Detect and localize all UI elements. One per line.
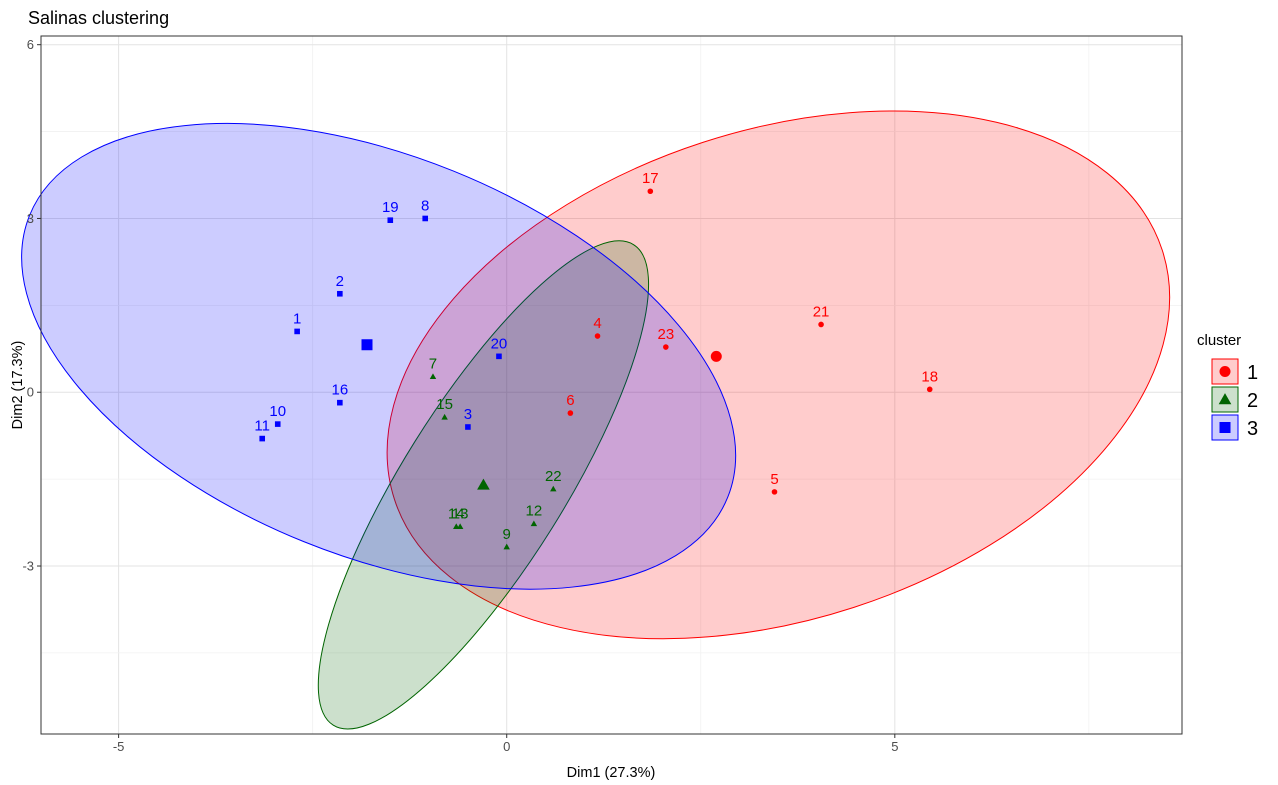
point-label: 15 bbox=[436, 396, 453, 413]
cluster-3-point bbox=[337, 399, 343, 406]
point-label: 3 bbox=[464, 406, 472, 423]
point-label: 11 bbox=[254, 418, 270, 435]
cluster-1-point bbox=[771, 489, 778, 495]
cluster-3-point bbox=[422, 215, 429, 222]
y-tick-label: 0 bbox=[27, 385, 34, 400]
cluster-1-point bbox=[647, 188, 654, 195]
cluster-1-point bbox=[567, 410, 574, 416]
point-label: 13 bbox=[452, 506, 469, 523]
legend-title: cluster bbox=[1197, 332, 1241, 349]
point-label: 2 bbox=[336, 273, 344, 290]
cluster-1-point bbox=[818, 321, 824, 328]
point-label: 10 bbox=[269, 403, 286, 420]
x-tick-label: 5 bbox=[891, 739, 898, 754]
point-label: 21 bbox=[813, 303, 830, 320]
plot-border bbox=[40, 35, 1183, 735]
plot-background bbox=[41, 36, 1182, 734]
cluster-3-point bbox=[259, 435, 266, 442]
point-label: 9 bbox=[503, 526, 511, 543]
point-label: 14 bbox=[448, 506, 465, 523]
legend-label-3: 3 bbox=[1247, 418, 1258, 440]
point-label: 4 bbox=[593, 315, 601, 332]
x-axis-title: Dim1 (27.3%) bbox=[567, 765, 656, 781]
cluster-1-centroid bbox=[710, 350, 722, 362]
y-tick-label: 3 bbox=[27, 211, 34, 226]
cluster-2-centroid bbox=[477, 478, 490, 490]
cluster-3-point bbox=[496, 353, 502, 360]
point-label: 22 bbox=[545, 468, 562, 485]
cluster-1-point bbox=[926, 386, 933, 393]
legend-marker-1 bbox=[1219, 366, 1231, 377]
point-label: 17 bbox=[642, 170, 659, 187]
legend: cluster 1 2 3 bbox=[1197, 332, 1258, 441]
point-label: 16 bbox=[331, 382, 348, 399]
cluster-3-ellipse bbox=[21, 122, 737, 590]
cluster-3-point bbox=[294, 328, 300, 335]
chart-title: Salinas clustering bbox=[28, 8, 169, 28]
point-label: 23 bbox=[657, 326, 674, 343]
point-label: 19 bbox=[382, 199, 399, 216]
legend-label-2: 2 bbox=[1247, 390, 1258, 412]
point-label: 5 bbox=[770, 471, 778, 488]
cluster-2-point bbox=[503, 543, 510, 550]
cluster-3-point bbox=[274, 421, 281, 427]
cluster-3-point bbox=[465, 424, 471, 430]
point-label: 18 bbox=[921, 368, 938, 385]
point-label: 1 bbox=[293, 310, 301, 327]
legend-marker-3 bbox=[1219, 422, 1231, 433]
point-label: 12 bbox=[526, 503, 543, 520]
legend-label-1: 1 bbox=[1247, 362, 1258, 384]
x-tick-label: -5 bbox=[113, 739, 125, 754]
cluster-2-point bbox=[456, 523, 464, 530]
cluster-1-ellipse bbox=[386, 110, 1171, 640]
cluster-3-centroid bbox=[361, 339, 373, 351]
legend-key-1 bbox=[1211, 358, 1239, 385]
cluster-2-point bbox=[441, 413, 448, 420]
y-tick-label: 6 bbox=[27, 37, 34, 52]
y-axis-title: Dim2 (17.3%) bbox=[10, 341, 26, 430]
point-label: 20 bbox=[491, 335, 508, 352]
cluster-1-point bbox=[663, 344, 669, 350]
cluster-2-point bbox=[550, 485, 557, 492]
cluster-3-point bbox=[387, 217, 394, 224]
point-label: 8 bbox=[421, 197, 429, 214]
point-label: 7 bbox=[429, 356, 437, 373]
cluster-2-point bbox=[530, 520, 538, 527]
legend-marker-2 bbox=[1218, 393, 1232, 405]
y-tick-label: -3 bbox=[22, 559, 34, 574]
gridlines bbox=[41, 36, 1182, 734]
x-tick-label: 0 bbox=[503, 739, 510, 754]
cluster-1-point bbox=[594, 333, 601, 339]
cluster-3-point bbox=[337, 290, 343, 297]
axis-ticks: -5 0 5 -3 0 3 6 bbox=[22, 37, 898, 754]
point-label: 6 bbox=[566, 392, 574, 409]
cluster-2-point bbox=[429, 373, 437, 380]
